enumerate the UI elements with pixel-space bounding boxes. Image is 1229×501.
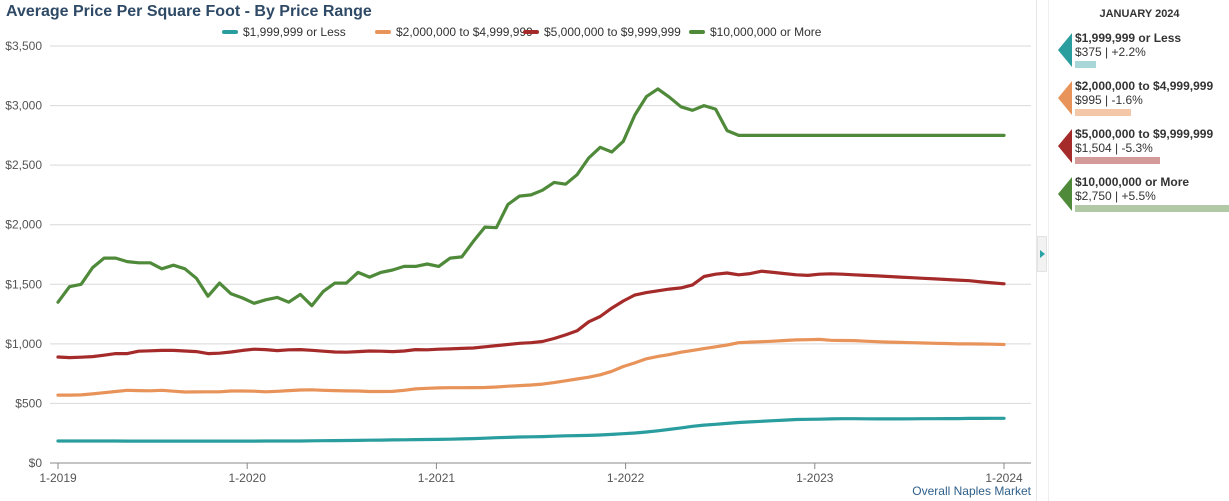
y-tick-label: $1,500 [5, 277, 42, 291]
summary-item-bar [1075, 109, 1131, 116]
summary-item-name: $5,000,000 to $9,999,999 [1075, 127, 1214, 141]
x-tick-label: 1-2022 [607, 471, 645, 485]
legend-swatch [222, 30, 238, 34]
triangle-marker-icon [1058, 33, 1072, 67]
x-tick-label: 1-2019 [39, 471, 77, 485]
summary-item[interactable]: $1,999,999 or Less $375 | +2.2% [1049, 31, 1229, 75]
market-footer-label: Overall Naples Market [912, 484, 1031, 498]
panel-heading: JANUARY 2024 [1099, 8, 1180, 20]
legend-label: $10,000,000 or More [710, 25, 822, 39]
series-line[interactable] [56, 416, 1006, 443]
summary-item-bar [1075, 157, 1160, 164]
summary-item-bar [1075, 205, 1229, 212]
chevron-right-icon [1040, 250, 1045, 258]
chart-legend: $1,999,999 or Less $2,000,000 to $4,999,9… [222, 25, 822, 39]
summary-item-stat: $1,504 | -5.3% [1075, 141, 1153, 155]
legend-item[interactable]: $5,000,000 to $9,999,999 [523, 25, 681, 39]
panel-collapse-handle[interactable] [1037, 236, 1047, 272]
y-tick-label: $2,000 [5, 218, 42, 232]
triangle-marker-icon [1058, 177, 1072, 211]
summary-item[interactable]: $10,000,000 or More $2,750 | +5.5% [1049, 175, 1229, 219]
grid-lines [50, 45, 1031, 469]
x-tick-label: 1-2024 [985, 471, 1023, 485]
summary-item-bar [1075, 61, 1096, 68]
y-tick-label: $3,500 [5, 39, 42, 53]
summary-item-stat: $375 | +2.2% [1075, 45, 1146, 59]
summary-item-stat: $2,750 | +5.5% [1075, 189, 1156, 203]
series-line[interactable] [56, 337, 1006, 397]
legend-swatch [523, 30, 539, 34]
summary-item-name: $2,000,000 to $4,999,999 [1075, 79, 1214, 93]
summary-item[interactable]: $2,000,000 to $4,999,999 $995 | -1.6% [1049, 79, 1229, 123]
y-tick-label: $1,000 [5, 337, 42, 351]
chart-title: Average Price Per Square Foot - By Price… [6, 3, 372, 20]
y-tick-label: $2,500 [5, 158, 42, 172]
legend-label: $2,000,000 to $4,999,999 [396, 25, 533, 39]
summary-item-stat: $995 | -1.6% [1075, 93, 1143, 107]
triangle-marker-icon [1058, 129, 1072, 163]
line-chart: $0 $500 $1,000 $1,500 $2,000 $2,500 $3,000 $3,5… [5, 25, 1031, 498]
x-axis-labels: 1-2019 1-2020 1-2021 1-2022 1-2023 1-2024 [39, 471, 1023, 485]
y-tick-label: $0 [29, 456, 43, 470]
y-tick-label: $500 [15, 396, 42, 410]
summary-item-name: $1,999,999 or Less [1075, 31, 1182, 45]
series-lines [56, 87, 1006, 443]
legend-item[interactable]: $10,000,000 or More [689, 25, 822, 39]
series-line[interactable] [56, 87, 1006, 308]
x-tick-label: 1-2023 [796, 471, 834, 485]
legend-label: $5,000,000 to $9,999,999 [544, 25, 681, 39]
legend-label: $1,999,999 or Less [243, 25, 346, 39]
legend-item[interactable]: $2,000,000 to $4,999,999 [375, 25, 533, 39]
panel-divider [1036, 0, 1037, 501]
y-axis-labels: $0 $500 $1,000 $1,500 $2,000 $2,500 $3,000 $3,5… [5, 39, 42, 470]
legend-swatch [375, 30, 391, 34]
summary-panel: JANUARY 2024 $1,999,999 or Less $375 | +… [1048, 0, 1229, 501]
triangle-marker-icon [1058, 81, 1072, 115]
legend-swatch [689, 30, 705, 34]
summary-item[interactable]: $5,000,000 to $9,999,999 $1,504 | -5.3% [1049, 127, 1229, 171]
y-tick-label: $3,000 [5, 99, 42, 113]
legend-item[interactable]: $1,999,999 or Less [222, 25, 346, 39]
x-tick-label: 1-2020 [229, 471, 267, 485]
summary-item-name: $10,000,000 or More [1075, 175, 1190, 189]
x-tick-label: 1-2021 [418, 471, 456, 485]
series-line[interactable] [56, 269, 1006, 360]
